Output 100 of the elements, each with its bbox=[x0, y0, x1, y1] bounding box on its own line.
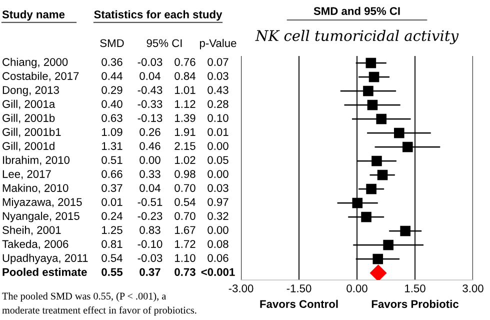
data-label: 0.98 bbox=[174, 170, 196, 178]
data-label: 0.29 bbox=[102, 86, 122, 94]
data-label: 0.08 bbox=[208, 240, 228, 248]
data-label: 0.03 bbox=[208, 72, 228, 80]
data-label: 1.25 bbox=[102, 226, 122, 234]
data-label: 0.07 bbox=[208, 58, 228, 66]
data-label: 0.70 bbox=[174, 184, 196, 192]
data-label: 0.33 bbox=[140, 170, 160, 178]
point bbox=[361, 212, 372, 222]
x-tick-label: -1.50 bbox=[286, 284, 312, 292]
point bbox=[376, 114, 387, 124]
y-tick-label: Ibrahim, 2010 bbox=[3, 156, 70, 166]
data-label: 0.54 bbox=[174, 198, 196, 206]
data-label: 0.00 bbox=[208, 226, 228, 234]
y-tick-label: Upadhyaya, 2011 bbox=[2, 254, 88, 264]
data-label: 0.84 bbox=[174, 72, 196, 80]
x-tick-label: 0.00 bbox=[346, 284, 368, 292]
y-tick-label: Miyazawa, 2015 bbox=[2, 198, 82, 208]
y-tick-label: Pooled estimate bbox=[2, 268, 87, 276]
chart-title: Statistics for each study bbox=[94, 10, 222, 21]
data-label: 0.37 bbox=[102, 184, 122, 192]
point bbox=[366, 184, 376, 194]
data-label: 1.91 bbox=[175, 128, 196, 136]
data-label: 1.02 bbox=[175, 156, 196, 164]
y-tick-label: Gill, 2001a bbox=[2, 100, 56, 110]
data-label: 1.01 bbox=[175, 86, 196, 94]
data-label: 0.63 bbox=[102, 114, 122, 122]
y-tick-label: Gill, 2001b1 bbox=[2, 128, 61, 138]
point bbox=[352, 198, 363, 208]
point bbox=[367, 100, 378, 110]
data-label: -0.13 bbox=[138, 114, 162, 122]
data-label: 1.12 bbox=[175, 100, 196, 108]
y-tick-label: Costabile, 2017 bbox=[2, 72, 79, 82]
chart-title: SMD and 95% CI bbox=[314, 6, 400, 15]
text: Favors Probiotic bbox=[372, 300, 459, 308]
point bbox=[372, 254, 384, 264]
y-tick-label: Chiang, 2000 bbox=[2, 58, 68, 68]
data-label: 0.46 bbox=[140, 142, 160, 150]
point bbox=[394, 128, 404, 138]
y-tick-label: Sheih, 2001 bbox=[2, 226, 61, 236]
data-label: 0.55 bbox=[102, 268, 123, 276]
data-label: 0.03 bbox=[208, 184, 228, 192]
data-label: 0.44 bbox=[102, 72, 122, 80]
data-label: -0.23 bbox=[138, 212, 162, 220]
x-tick-label: 95% CI bbox=[146, 39, 182, 48]
data-label: 0.04 bbox=[140, 184, 160, 192]
data-label: 1.39 bbox=[175, 114, 196, 122]
data-label: 0.66 bbox=[102, 170, 122, 178]
data-label: 0.28 bbox=[208, 100, 228, 108]
data-label: 0.32 bbox=[208, 212, 228, 220]
data-label: 0.01 bbox=[208, 128, 228, 136]
data-label: 0.36 bbox=[102, 58, 122, 66]
data-label: 0.00 bbox=[208, 142, 228, 150]
data-label: 1.10 bbox=[175, 254, 196, 262]
data-label: 0.54 bbox=[102, 254, 122, 262]
data-label: 0.10 bbox=[208, 114, 228, 122]
y-tick-label: Takeda, 2006 bbox=[2, 240, 68, 250]
point bbox=[366, 58, 376, 68]
data-label: 0.01 bbox=[102, 198, 122, 206]
y-tick-label: Lee, 2017 bbox=[2, 170, 51, 180]
y-tick-label: Makino, 2010 bbox=[2, 184, 68, 194]
text: moderate treatment effect in favor of probiotics. bbox=[2, 306, 196, 316]
data-label: 0.37 bbox=[140, 268, 160, 276]
y-tick-label: Gill, 2001d bbox=[2, 142, 54, 152]
data-label: 0.83 bbox=[140, 226, 160, 234]
point bbox=[383, 240, 394, 250]
data-label: 2.15 bbox=[174, 142, 196, 150]
data-label: 0.24 bbox=[102, 212, 122, 220]
text: The pooled SMD was 0.55, (P < .001), a bbox=[2, 292, 166, 302]
data-label: 0.43 bbox=[208, 86, 228, 94]
data-label: 1.09 bbox=[102, 128, 122, 136]
point bbox=[370, 264, 387, 280]
x-tick-label: SMD bbox=[100, 39, 124, 48]
text: <0.001 bbox=[201, 268, 235, 276]
text: Favors Control bbox=[260, 300, 338, 308]
chart-subtitle: NK cell tumoricidal activity bbox=[255, 30, 459, 44]
data-label: 1.72 bbox=[175, 240, 196, 248]
x-tick-label: 1.50 bbox=[405, 284, 426, 292]
y-tick-label: Nyangale, 2015 bbox=[2, 212, 80, 222]
data-label: 0.73 bbox=[174, 268, 196, 276]
data-label: 0.76 bbox=[174, 58, 196, 66]
data-label: 0.04 bbox=[140, 72, 160, 80]
data-label: -0.03 bbox=[138, 58, 162, 66]
data-label: -0.51 bbox=[138, 198, 162, 206]
point bbox=[372, 156, 382, 166]
data-label: 1.67 bbox=[175, 226, 196, 234]
data-label: 1.31 bbox=[102, 142, 122, 150]
point bbox=[363, 86, 374, 96]
data-label: -0.10 bbox=[138, 240, 162, 248]
data-label: 0.51 bbox=[102, 156, 122, 164]
point bbox=[402, 142, 413, 152]
data-label: -0.43 bbox=[138, 86, 162, 94]
point bbox=[377, 170, 388, 180]
data-label: 0.26 bbox=[140, 128, 160, 136]
y-tick-label: Dong, 2013 bbox=[2, 86, 59, 96]
data-label: 0.00 bbox=[140, 156, 160, 164]
data-label: 0.81 bbox=[102, 240, 122, 248]
y-tick-label: Gill, 2001b bbox=[2, 114, 55, 124]
data-label: -0.03 bbox=[138, 254, 162, 262]
data-label: -0.33 bbox=[138, 100, 162, 108]
